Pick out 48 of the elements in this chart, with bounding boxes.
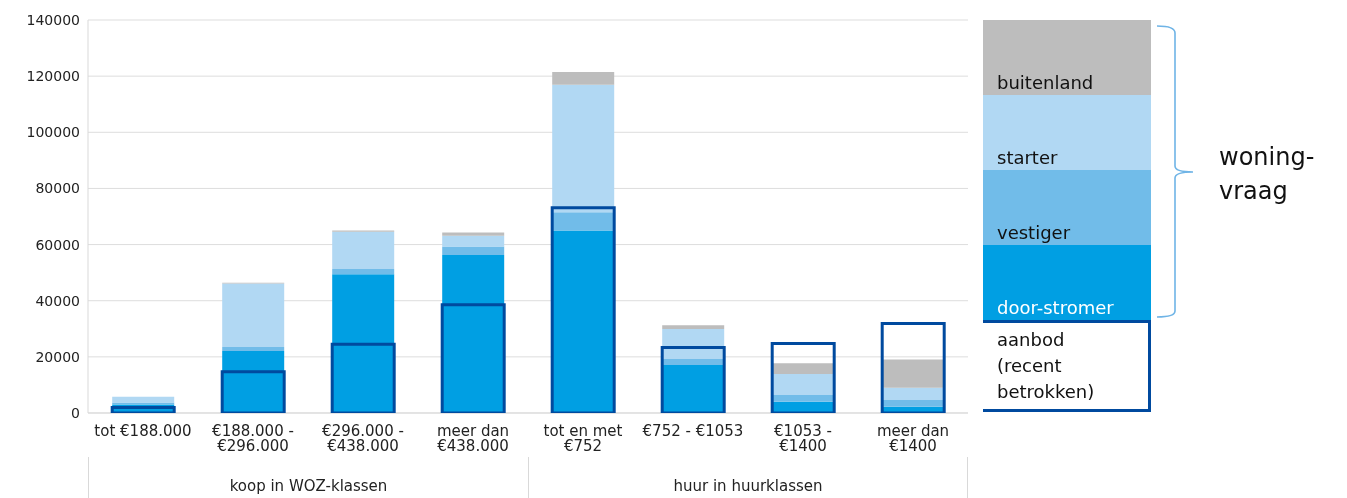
text: koop in WOZ-klassen [229,477,388,495]
y-tick-label: 60000 [35,236,80,253]
bar [442,254,505,413]
x-tick-label: tot €188.000 [94,421,192,440]
bar [770,341,836,413]
x-tick-label: €752 - €1053 [642,421,744,440]
bar [332,274,395,413]
bar [880,321,946,413]
bar [552,230,615,413]
bar [552,212,615,231]
x-tick-label: meer dan €438.000 [436,421,510,455]
bar [552,84,615,213]
text: huur in huurklassen [673,477,823,495]
y-tick-label: 20000 [35,348,80,365]
x-tick-label: €188.000 - €296.000 [212,421,294,455]
y-tick-label: 140000 [26,11,80,28]
bar [662,365,725,413]
bar [772,363,835,374]
bar [882,400,945,407]
y-tick-label: 0 [71,404,80,421]
bar [112,396,175,403]
bar [222,283,285,348]
bar [882,359,945,388]
bar [772,395,835,402]
bar [772,373,835,396]
y-tick-label: 80000 [35,180,80,197]
bar [552,71,615,85]
bar [332,268,395,275]
y-tick-label: 100000 [26,124,80,141]
bar [332,231,395,269]
text: door-stromer [997,297,1114,318]
bar [442,246,505,255]
x-tick-label: €296.000 - €438.000 [322,421,404,455]
text: vestiger [997,222,1071,243]
bar [222,347,285,351]
legend-title: woning-vraag [1219,142,1315,207]
y-tick-label: 40000 [35,292,80,309]
bar [882,387,945,401]
text: aanbod (recent betrokken) [983,320,1151,412]
bar [662,325,725,330]
bar [442,235,505,247]
text: starter [997,147,1058,168]
bar [662,359,725,365]
x-tick-label: tot en met €752 [543,421,623,455]
x-tick-label: meer dan €1400 [876,421,950,455]
y-tick-label: 120000 [26,68,80,85]
x-tick-label: €1053 - €1400 [774,421,832,455]
text: buitenland [997,72,1094,93]
